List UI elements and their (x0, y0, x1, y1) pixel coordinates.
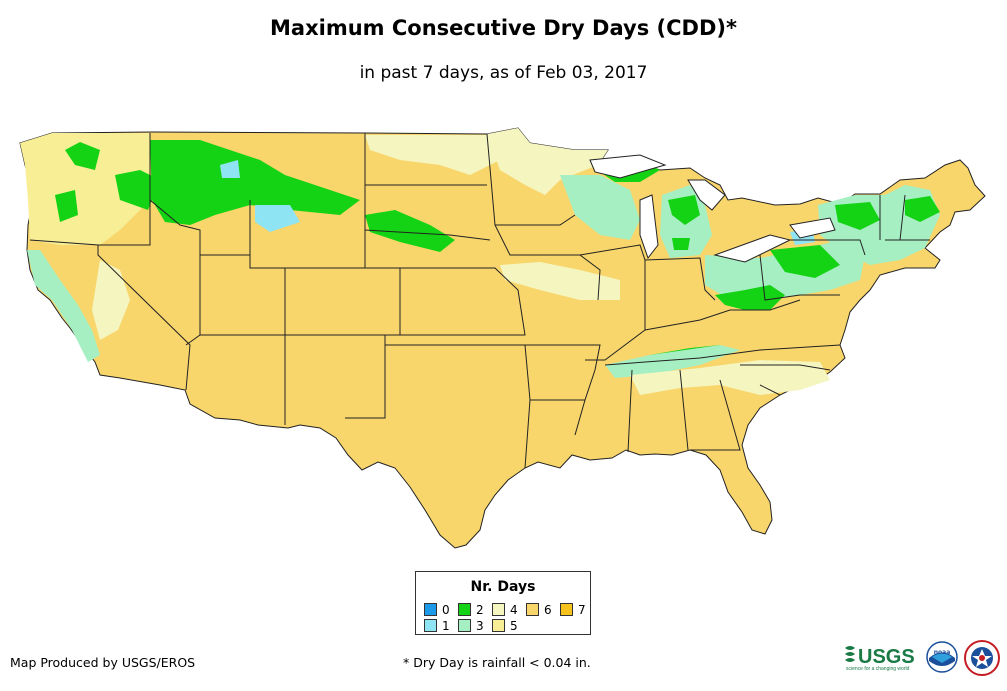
noaa-logo: noaa (926, 641, 958, 673)
conus-outline (19, 127, 986, 549)
map-legend: Nr. Days 0 1 2 3 4 5 6 7 (415, 571, 591, 635)
wet-zone-pacific-nw (20, 133, 150, 245)
legend-swatch-3 (458, 619, 471, 632)
legend-swatch-5 (492, 619, 505, 632)
legend-swatch-7 (560, 603, 573, 616)
legend-item-0: 0 (424, 603, 450, 617)
wet-zone-southeast-light (630, 360, 830, 395)
legend-swatch-0 (424, 603, 437, 616)
wet-zone-pacific-coast (27, 250, 100, 362)
dry-day-footnote: * Dry Day is rainfall < 0.04 in. (403, 655, 591, 670)
wet-zone-tennessee-mint (605, 345, 740, 378)
legend-swatch-2 (458, 603, 471, 616)
wet-zone-northplains-yellow (365, 135, 500, 175)
wet-zone-nw-green (55, 142, 160, 222)
legend-title: Nr. Days (470, 579, 536, 595)
wet-zone-nebraska-green (365, 210, 455, 252)
legend-item-4: 4 (492, 603, 518, 617)
wet-zone-west-virginia-green (715, 245, 840, 310)
legend-item-3: 3 (458, 619, 484, 633)
usgs-logo-text: USGS (858, 646, 915, 668)
legend-item-5: 5 (492, 619, 518, 633)
wet-zone-michigan-green (668, 195, 700, 250)
legend-item-2: 2 (458, 603, 484, 617)
legend-swatch-6 (526, 603, 539, 616)
map-credit: Map Produced by USGS/EROS (10, 655, 196, 670)
wet-zone-northeast-green (835, 196, 940, 230)
legend-item-1: 1 (424, 619, 450, 633)
wet-zone-upper-midwest (487, 128, 608, 195)
nws-logo (964, 640, 1000, 676)
wet-zone-iowa-light (500, 262, 620, 300)
map-subtitle: in past 7 days, as of Feb 03, 2017 (359, 63, 648, 83)
legend-item-7: 7 (560, 603, 586, 617)
legend-swatch-4 (492, 603, 505, 616)
legend-swatch-1 (424, 619, 437, 632)
wet-zone-wisconsin (560, 175, 640, 240)
usgs-tagline: science for a changing world (846, 666, 910, 672)
wet-zone-montana-cyan (220, 160, 300, 232)
map-title: Maximum Consecutive Dry Days (CDD)* (270, 16, 737, 40)
usgs-logo: USGS science for a changing world (845, 646, 915, 672)
state-borders (29, 133, 930, 469)
legend-item-6: 6 (526, 603, 552, 617)
great-lakes (589, 154, 836, 263)
noaa-logo-text: noaa (934, 649, 951, 656)
wet-zone-nevada-light (92, 260, 130, 340)
wet-zone-idaho-green (150, 140, 360, 225)
